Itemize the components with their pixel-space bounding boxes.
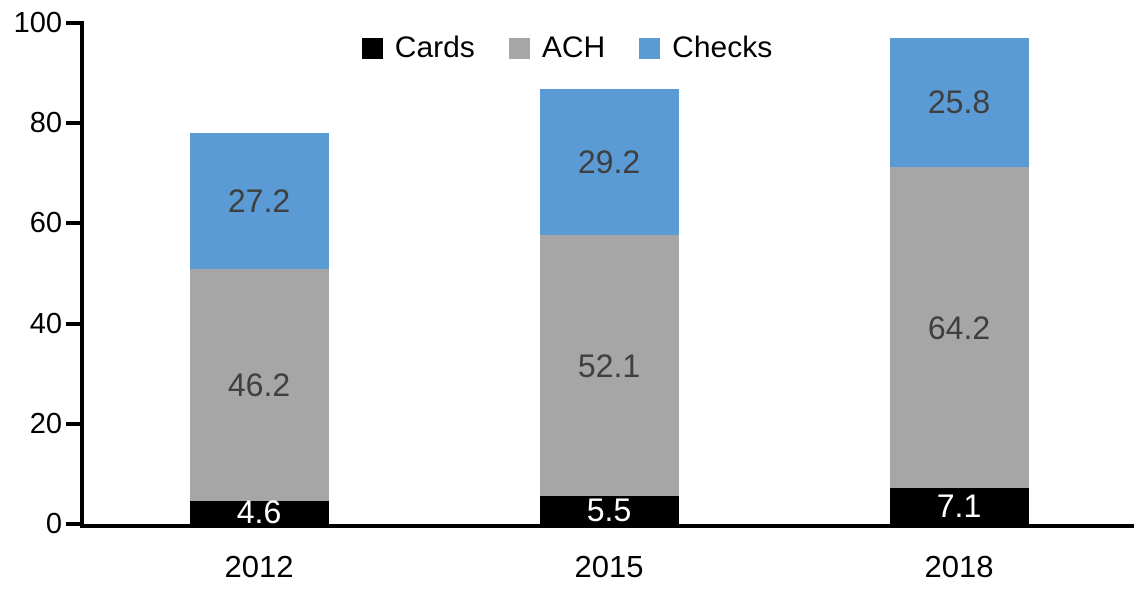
x-category-label-2018: 2018 [924, 549, 994, 584]
y-axis [80, 21, 84, 528]
bar-2015-cards-value-label: 5.5 [586, 492, 632, 529]
bar-2018-cards-value-label: 7.1 [936, 488, 982, 525]
y-tick-label: 80 [29, 107, 62, 140]
y-tick-mark [66, 321, 84, 326]
y-tick-label: 100 [13, 7, 62, 39]
bar-2012-cards-segment [189, 500, 329, 524]
y-tick-mark [66, 522, 84, 526]
legend-marker-cards-icon [361, 37, 383, 59]
x-category-label-2012: 2012 [224, 549, 294, 584]
legend-marker-checks-icon [639, 37, 661, 59]
bar-2012-cards-value-label: 4.6 [236, 494, 282, 531]
x-axis [80, 524, 1134, 528]
legend-marker-ach-icon [508, 37, 530, 59]
y-tick-label: 60 [29, 207, 62, 240]
legend-item-ach: ACH [508, 31, 606, 64]
legend-label-checks: Checks [672, 31, 773, 64]
y-tick-label: 20 [29, 407, 62, 440]
legend-item-checks: Checks [639, 32, 772, 64]
legend-label-cards: Cards [394, 31, 475, 64]
chart-legend: Cards ACH Checks [0, 32, 1134, 64]
bar-2012-ach-value-label: 46.2 [227, 367, 291, 404]
y-tick-mark [66, 21, 84, 25]
legend-item-cards: Cards [361, 31, 475, 64]
x-category-label-2015: 2015 [574, 549, 644, 584]
y-tick-mark [66, 221, 84, 226]
y-tick-mark [66, 421, 84, 426]
y-tick-mark [66, 121, 84, 126]
y-tick-label: 0 [45, 508, 62, 540]
bar-2012-checks-segment [189, 133, 329, 270]
bar-2015-ach-segment [539, 235, 679, 497]
bar-2015-cards-segment [539, 496, 679, 524]
bar-2015-ach-value-label: 52.1 [577, 347, 641, 384]
bar-2018-ach-value-label: 64.2 [927, 309, 991, 346]
y-tick-label: 40 [29, 307, 62, 340]
bar-2015-checks-segment [539, 89, 679, 236]
legend-label-ach: ACH [541, 31, 606, 64]
bar-2012-ach-segment [189, 269, 329, 501]
bar-2015-checks-value-label: 29.2 [577, 144, 641, 181]
bar-2012-checks-value-label: 27.2 [227, 183, 291, 220]
bar-2018-ach-segment [889, 166, 1029, 489]
bar-2018-cards-segment [889, 488, 1029, 524]
bar-2018-checks-segment [889, 37, 1029, 167]
bar-2018-checks-value-label: 25.8 [927, 84, 991, 121]
